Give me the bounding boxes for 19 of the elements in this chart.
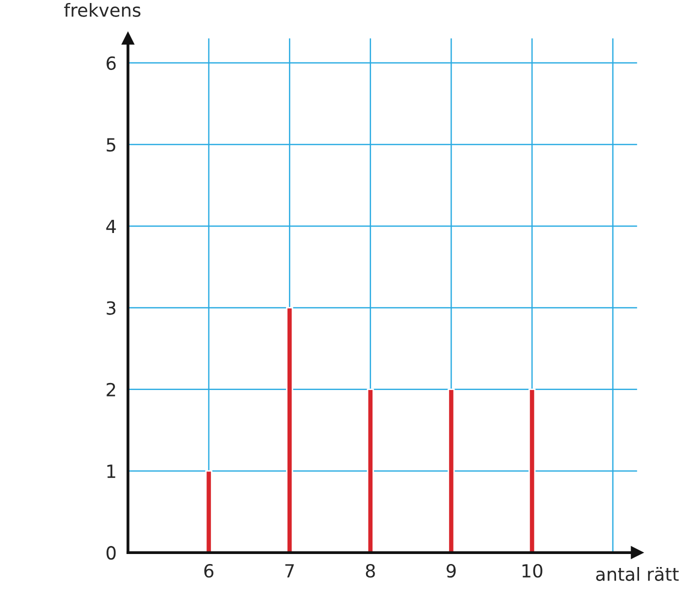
y-tick-label: 0 — [106, 546, 116, 560]
x-tick-label: 10 — [522, 564, 542, 578]
y-tick-label: 3 — [106, 301, 116, 315]
y-axis-title: frekvens — [64, 2, 140, 17]
bar — [205, 470, 212, 553]
x-axis-title: antal rätt — [596, 566, 679, 581]
x-tick-label: 7 — [285, 564, 294, 578]
y-tick-label: 2 — [106, 382, 116, 396]
bar — [528, 388, 536, 553]
x-tick-label: 9 — [446, 564, 456, 578]
x-tick-label: 8 — [366, 564, 375, 578]
y-tick-label: 5 — [106, 138, 116, 152]
bar — [366, 388, 374, 553]
y-tick-label: 6 — [106, 56, 116, 70]
bar — [286, 307, 294, 553]
y-tick-label: 1 — [107, 464, 116, 478]
bar — [448, 388, 455, 553]
x-tick-label: 6 — [204, 564, 214, 578]
y-tick-label: 4 — [106, 220, 116, 233]
